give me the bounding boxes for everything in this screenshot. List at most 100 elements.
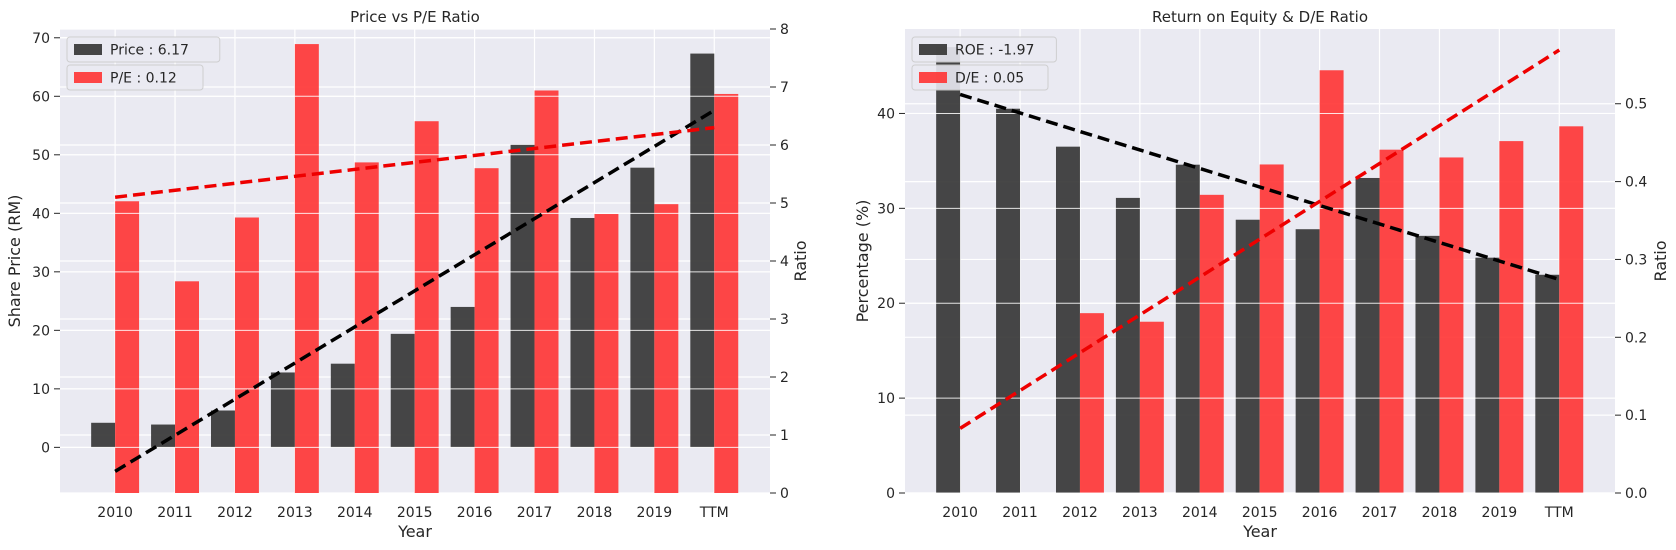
y-right-tick-label: 0.0 <box>1625 486 1647 502</box>
y-axis-right-label: Ratio <box>1651 240 1670 281</box>
legend: ROE : -1.97 D/E : 0.05 <box>911 36 1057 91</box>
x-tick-label: 2011 <box>1002 505 1038 521</box>
x-tick-label: 2016 <box>1302 505 1338 521</box>
y-right-tick-label: 0.5 <box>1625 97 1647 113</box>
trendlines <box>114 108 716 473</box>
y-tick-label: 40 <box>32 206 50 222</box>
bar-de <box>1439 157 1464 494</box>
legend-box <box>911 36 1057 63</box>
x-tick-label: 2017 <box>517 505 553 521</box>
y-right-tick-label: 4 <box>780 254 789 270</box>
y-axis-label: Percentage (%) <box>853 200 872 323</box>
bar-de <box>1259 164 1284 494</box>
x-tick-label: 2010 <box>942 505 978 521</box>
y-right-tick-label: 0.3 <box>1625 252 1647 268</box>
y-tick-label: 60 <box>32 89 50 105</box>
x-tick-label: 2018 <box>577 505 613 521</box>
y-right-tick-label: 0.4 <box>1625 175 1647 191</box>
bar-pe <box>175 281 200 493</box>
bar-pe <box>534 90 559 493</box>
bar-pe <box>654 204 679 493</box>
x-tick-label: 2010 <box>97 505 133 521</box>
x-tick-label: 2012 <box>217 505 253 521</box>
chart-title: Return on Equity & D/E Ratio <box>1152 8 1368 26</box>
x-tick-label: 2015 <box>1242 505 1278 521</box>
x-tick-label: TTM <box>1544 505 1574 521</box>
y-tick-label: 30 <box>32 265 50 281</box>
x-tick-label: 2017 <box>1362 505 1398 521</box>
price-pe-chart: 0 10 20 30 40 50 60 70 0 1 2 3 4 5 6 7 8 2010 2011 2012 2013… <box>5 8 810 541</box>
bar-pe <box>594 214 619 493</box>
bar-price <box>151 424 176 448</box>
bar-roe <box>1355 177 1380 493</box>
bar-pe <box>714 93 739 494</box>
x-tick-label: 2019 <box>637 505 673 521</box>
y-tick-label: 0 <box>886 486 895 502</box>
bar-roe <box>1235 219 1260 493</box>
legend-label: ROE : -1.97 <box>955 43 1034 59</box>
y-tick-label: 10 <box>877 391 895 407</box>
bar-roe <box>1535 274 1560 493</box>
x-tick-label: 2014 <box>337 505 373 521</box>
bar-roe <box>936 47 961 494</box>
x-tick-label: 2014 <box>1182 505 1218 521</box>
x-tick-label: 2019 <box>1482 505 1518 521</box>
trendline-right <box>959 48 1561 430</box>
y-tick-label: 50 <box>32 148 50 164</box>
legend-box <box>66 64 204 91</box>
legend-swatch <box>919 72 947 83</box>
bars <box>60 37 770 494</box>
bar-roe <box>1295 229 1320 493</box>
y-right-tick-label: 5 <box>780 196 789 212</box>
x-tick-label: TTM <box>699 505 729 521</box>
y-axis-right-label: Ratio <box>791 240 810 281</box>
bar-de <box>1319 70 1344 493</box>
bar-price <box>450 306 475 448</box>
bar-price <box>270 372 295 448</box>
bar-price <box>91 422 116 448</box>
trendline-left <box>114 108 716 473</box>
bar-price <box>510 144 535 448</box>
x-tick-label: 2013 <box>1122 505 1158 521</box>
ticks: 0 10 20 30 40 0.0 0.1 0.2 0.3 0.4 0.5 2010 2011 2012 2… <box>877 97 1647 521</box>
bar-de <box>1199 194 1224 493</box>
y-tick-label: 70 <box>32 31 50 47</box>
bar-price <box>570 217 595 448</box>
legend: Price : 6.17 P/E : 0.12 <box>66 36 221 91</box>
legend-label: Price : 6.17 <box>110 43 189 59</box>
y-axis-label: Share Price (RM) <box>5 195 24 328</box>
bar-pe <box>234 217 259 493</box>
bar-roe <box>1475 257 1500 493</box>
bar-price <box>630 167 655 448</box>
roe-de-chart: 0 10 20 30 40 0.0 0.1 0.2 0.3 0.4 0.5 2010 2011 2012 2… <box>853 8 1670 541</box>
bar-de <box>1379 149 1404 493</box>
x-tick-label: 2012 <box>1062 505 1098 521</box>
x-tick-label: 2013 <box>277 505 313 521</box>
x-tick-label: 2011 <box>157 505 193 521</box>
bar-pe <box>354 162 379 493</box>
y-tick-label: 30 <box>877 201 895 217</box>
bars <box>905 47 1615 494</box>
y-right-tick-label: 0 <box>780 486 789 502</box>
y-tick-label: 20 <box>877 296 895 312</box>
y-tick-label: 40 <box>877 106 895 122</box>
legend-swatch <box>919 44 947 55</box>
y-right-tick-label: 6 <box>780 138 789 154</box>
legend-swatch <box>74 72 102 83</box>
legend-box <box>66 36 221 63</box>
bar-roe <box>996 108 1021 494</box>
x-tick-label: 2015 <box>397 505 433 521</box>
x-axis-label: Year <box>1242 522 1277 541</box>
bar-de <box>1139 321 1164 493</box>
bar-pe <box>414 121 439 493</box>
trendline-left <box>959 92 1560 282</box>
bar-pe <box>294 44 319 494</box>
y-right-tick-label: 0.1 <box>1625 408 1647 424</box>
legend-swatch <box>74 44 102 55</box>
chart-title: Price vs P/E Ratio <box>350 8 480 26</box>
trendline-right <box>114 125 715 199</box>
bar-roe <box>1175 164 1200 494</box>
legend-label: P/E : 0.12 <box>110 71 177 87</box>
ticks: 0 10 20 30 40 50 60 70 0 1 2 3 4 5 6 7 8 2010 2011 2012 2013… <box>32 22 789 521</box>
